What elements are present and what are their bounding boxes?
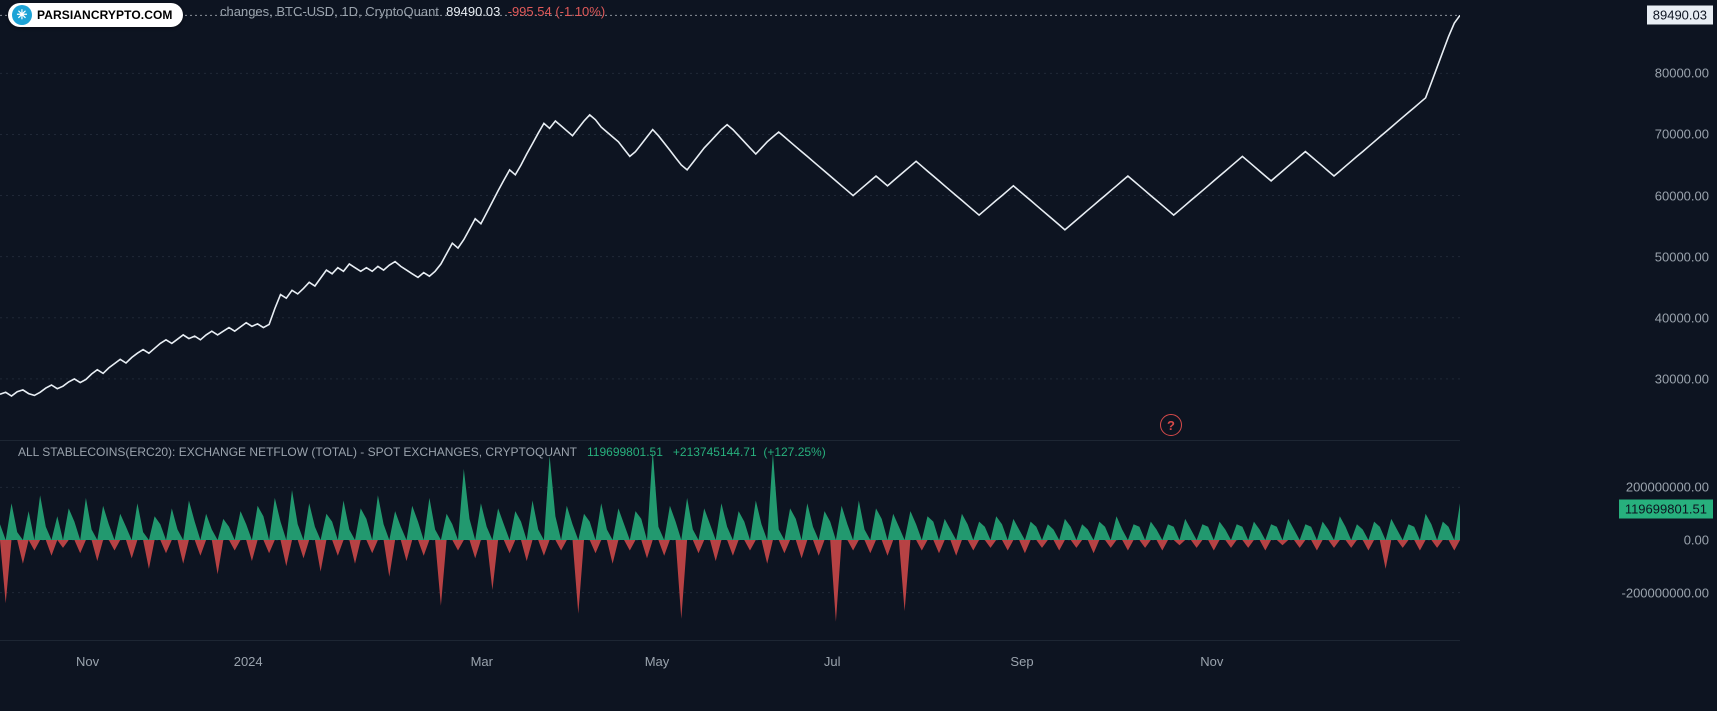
flow-last-label: 119699801.51 — [1619, 499, 1713, 518]
help-icon[interactable]: ? — [1160, 414, 1182, 436]
time-axis: Nov 2024 Mar May Jul Sep Nov — [0, 640, 1460, 700]
time-tick: 2024 — [234, 654, 263, 669]
flow-legend-v1: 119699801.51 — [587, 445, 663, 459]
time-tick: Sep — [1010, 654, 1033, 669]
flow-legend-v3: (+127.25%) — [763, 445, 825, 459]
price-svg — [0, 0, 1460, 440]
time-tick: Jul — [824, 654, 841, 669]
price-legend-change: -995.54 (-1.10%) — [508, 4, 606, 19]
price-y-tick: 70000.00 — [1655, 127, 1709, 142]
flow-svg — [0, 440, 1460, 640]
watermark-text: PARSIANCRYPTO.COM — [37, 8, 173, 22]
watermark-icon: ✳ — [12, 5, 32, 25]
flow-legend-v2: +213745144.71 — [673, 445, 757, 459]
price-legend-prefix: changes, BTC-USD, 1D, CryptoQuant — [220, 4, 439, 19]
time-tick: Nov — [1200, 654, 1223, 669]
price-last-label: 89490.03 — [1647, 6, 1713, 25]
time-tick: Mar — [471, 654, 493, 669]
flow-legend: ALL STABLECOINS(ERC20): EXCHANGE NETFLOW… — [18, 445, 826, 459]
time-tick: Nov — [76, 654, 99, 669]
help-glyph: ? — [1167, 418, 1175, 433]
flow-legend-title: ALL STABLECOINS(ERC20): EXCHANGE NETFLOW… — [18, 445, 577, 459]
price-y-tick: 80000.00 — [1655, 66, 1709, 81]
price-legend-value: 89490.03 — [446, 4, 500, 19]
flow-y-tick: 200000000.00 — [1626, 480, 1709, 495]
flow-y-tick: -200000000.00 — [1622, 585, 1709, 600]
y-axis: 30000.00 40000.00 50000.00 60000.00 70000.00… — [1460, 0, 1717, 640]
time-tick: May — [645, 654, 670, 669]
price-y-tick: 50000.00 — [1655, 249, 1709, 264]
price-y-tick: 40000.00 — [1655, 310, 1709, 325]
price-legend: changes, BTC-USD, 1D, CryptoQuant 89490.… — [220, 4, 605, 19]
crypto-chart-root: ✳ PARSIANCRYPTO.COM changes, BTC-USD, 1D… — [0, 0, 1717, 711]
watermark-badge: ✳ PARSIANCRYPTO.COM — [8, 3, 183, 27]
price-y-tick: 60000.00 — [1655, 188, 1709, 203]
price-pane[interactable] — [0, 0, 1460, 441]
flow-y-tick: 0.00 — [1684, 533, 1709, 548]
price-y-tick: 30000.00 — [1655, 371, 1709, 386]
flow-pane[interactable] — [0, 440, 1460, 641]
